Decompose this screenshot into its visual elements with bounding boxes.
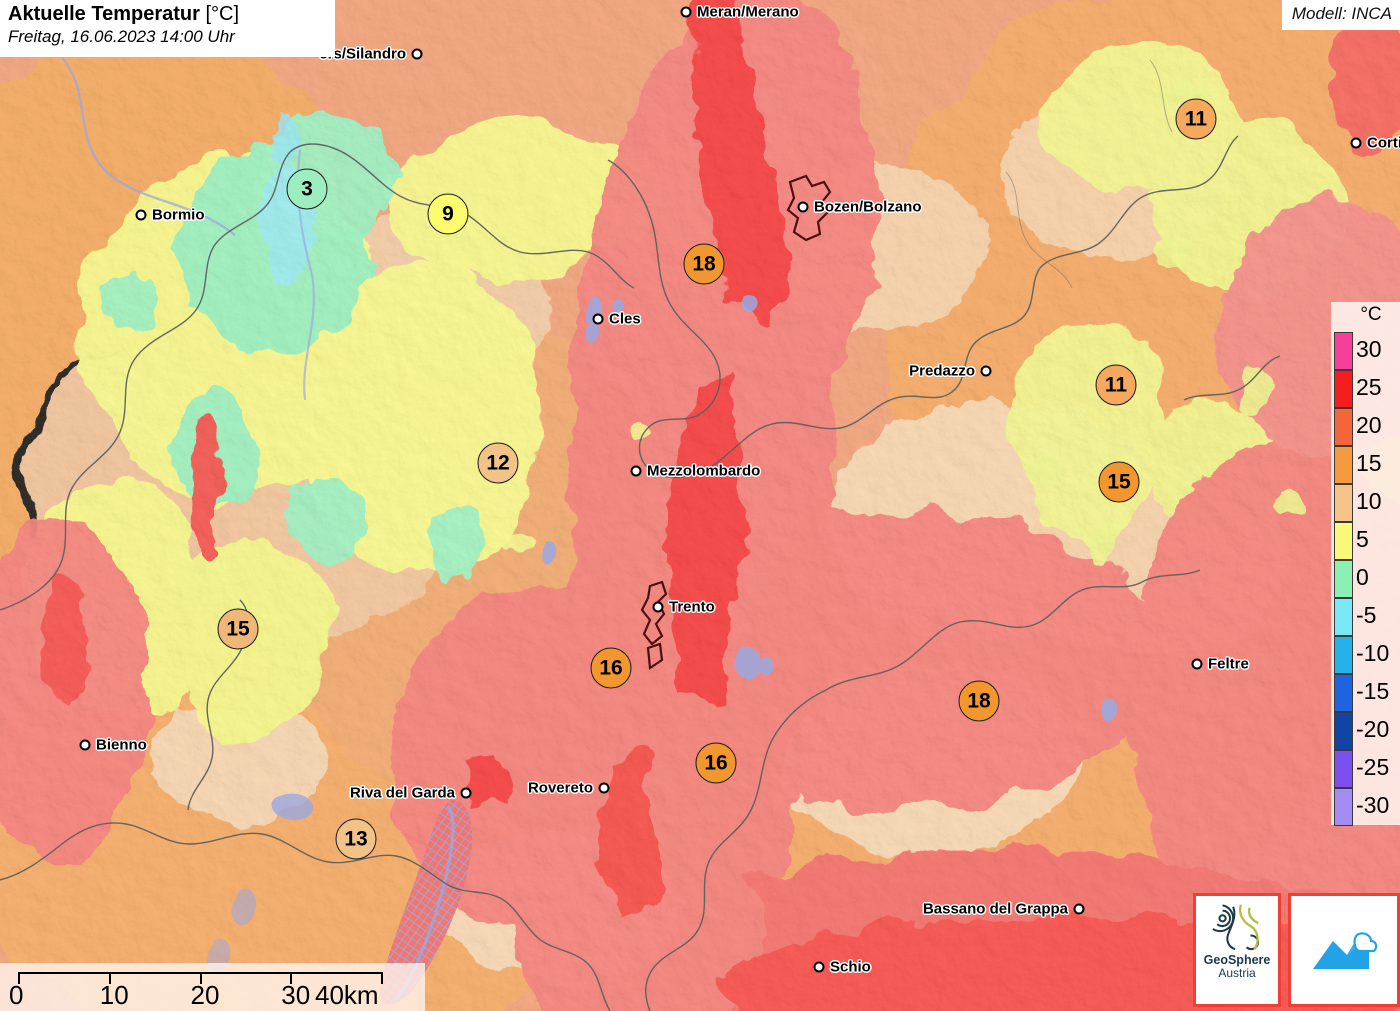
station-temperature-bubble[interactable]: 11: [1095, 364, 1137, 406]
city-dot-icon: [1073, 903, 1085, 915]
station-temperature-bubble[interactable]: 11: [1175, 98, 1217, 140]
city-dot-icon: [411, 48, 423, 60]
city-label: Schio: [830, 958, 871, 976]
colorbar-tick-label: -25: [1356, 754, 1390, 780]
city-label: Riva del Garda: [349, 784, 455, 802]
scalebar-label: 0: [9, 980, 24, 1010]
city-label: Bozen/Bolzano: [814, 198, 922, 216]
station-temperature-bubble[interactable]: 16: [590, 647, 632, 689]
title-text: Aktuelle Temperatur: [8, 3, 200, 25]
colorbar-tick-label: -30: [1356, 792, 1390, 818]
colorbar-swatch: [1334, 750, 1353, 788]
scalebar-tick: [290, 972, 293, 984]
model-label-panel: Modell: INCA: [1281, 0, 1400, 30]
station-temperature-bubble[interactable]: 3: [286, 168, 328, 210]
station-temperature-bubble[interactable]: 15: [1098, 461, 1140, 503]
colorbar-tick-label: 15: [1356, 450, 1382, 476]
city-dot-icon: [598, 782, 610, 794]
station-temperature-bubble[interactable]: 12: [477, 442, 519, 484]
city-label: Trento: [669, 598, 715, 616]
geosphere-name: GeoSphere: [1203, 953, 1271, 967]
city-label: Cles: [609, 310, 641, 328]
scalebar-tick: [199, 972, 202, 984]
colorbar-swatch: [1334, 560, 1353, 598]
colorbar-tick-label: 5: [1356, 526, 1369, 552]
map-title-panel: Aktuelle Temperatur [°C] Freitag, 16.06.…: [0, 0, 335, 57]
model-label: Modell: INCA: [1291, 4, 1392, 23]
city-dot-icon: [797, 201, 809, 213]
city-label: Rovereto: [527, 779, 593, 797]
station-temperature-bubble[interactable]: 18: [958, 680, 1000, 722]
city-dot-icon: [592, 313, 604, 325]
city-dot-icon: [1350, 137, 1362, 149]
city-dot-icon: [135, 209, 147, 221]
colorbar-tick-label: 10: [1356, 488, 1382, 514]
station-temperature-bubble[interactable]: 13: [335, 818, 377, 860]
geosphere-subname: Austria: [1218, 966, 1256, 980]
colorbar-tick-label: 0: [1356, 564, 1369, 590]
app-logo[interactable]: [1288, 893, 1400, 1007]
colorbar-tick-label: -10: [1356, 640, 1390, 666]
colorbar-swatch: [1334, 446, 1353, 484]
city-dot-icon: [652, 601, 664, 613]
colorbar-swatch: [1334, 332, 1353, 370]
page-title: Aktuelle Temperatur [°C]: [8, 3, 325, 26]
city-label: Mezzolombardo: [647, 462, 761, 480]
city-dot-icon: [813, 961, 825, 973]
city-label: Meran/Merano: [697, 3, 799, 21]
colorbar-tick-label: 20: [1356, 412, 1382, 438]
city-label: Bienno: [96, 736, 147, 754]
city-label: Feltre: [1208, 655, 1249, 673]
city-dot-icon: [980, 365, 992, 377]
city-label: Predazzo: [909, 362, 975, 380]
colorbar-tick-label: -15: [1356, 678, 1390, 704]
mountain-cloud-icon: [1313, 932, 1378, 969]
city-label: Bormio: [152, 206, 205, 224]
colorbar-swatch: [1334, 712, 1353, 750]
colorbar-swatch: [1334, 484, 1353, 522]
scalebar-tick: [381, 972, 383, 984]
city-dot-icon: [630, 465, 642, 477]
station-temperature-bubble[interactable]: 16: [695, 742, 737, 784]
station-temperature-bubble[interactable]: 15: [217, 608, 259, 650]
scalebar-tick: [18, 972, 20, 984]
colorbar-unit-label: °C: [1360, 304, 1382, 325]
scalebar-tick: [108, 972, 111, 984]
scalebar-label: 20: [190, 980, 220, 1010]
colorbar-swatch: [1334, 598, 1353, 636]
geosphere-austria-logo[interactable]: GeoSphere Austria: [1193, 893, 1281, 1007]
colorbar-tick-label: 30: [1356, 336, 1382, 362]
station-temperature-bubble[interactable]: 18: [683, 243, 725, 285]
map-scale-bar: 0 10 20 30 40km: [0, 963, 425, 1011]
colorbar-tick-label: 25: [1356, 374, 1382, 400]
colorbar-swatch: [1334, 788, 1353, 826]
city-dot-icon: [460, 787, 472, 799]
geosphere-swirl-icon: [1212, 904, 1259, 951]
colorbar-swatch: [1334, 408, 1353, 446]
city-label: Bassano del Grappa: [922, 900, 1068, 918]
city-label: Cortin: [1367, 134, 1400, 152]
colorbar-swatch: [1334, 674, 1353, 712]
station-temperature-bubble[interactable]: 9: [427, 193, 469, 235]
scalebar-label: 40km: [315, 980, 379, 1010]
city-dot-icon: [79, 739, 91, 751]
title-timestamp: Freitag, 16.06.2023 14:00 Uhr: [8, 27, 235, 46]
city-label: ers/Silandro: [319, 45, 406, 63]
scalebar-label: 10: [99, 980, 129, 1010]
title-unit: [°C]: [205, 3, 240, 25]
colorbar-swatch: [1334, 522, 1353, 560]
colorbar-tick-label: -20: [1356, 716, 1390, 742]
city-dot-icon: [680, 6, 692, 18]
scalebar-label: 30: [281, 980, 311, 1010]
colorbar-swatch: [1334, 370, 1353, 408]
colorbar-tick-label: -5: [1356, 602, 1377, 628]
temperature-colorbar-legend: °C 30 25 20 15 10 5 0 -5 -10 -15 -20 -25 -30: [1331, 302, 1400, 826]
city-dot-icon: [1191, 658, 1203, 670]
colorbar-swatch: [1334, 636, 1353, 674]
